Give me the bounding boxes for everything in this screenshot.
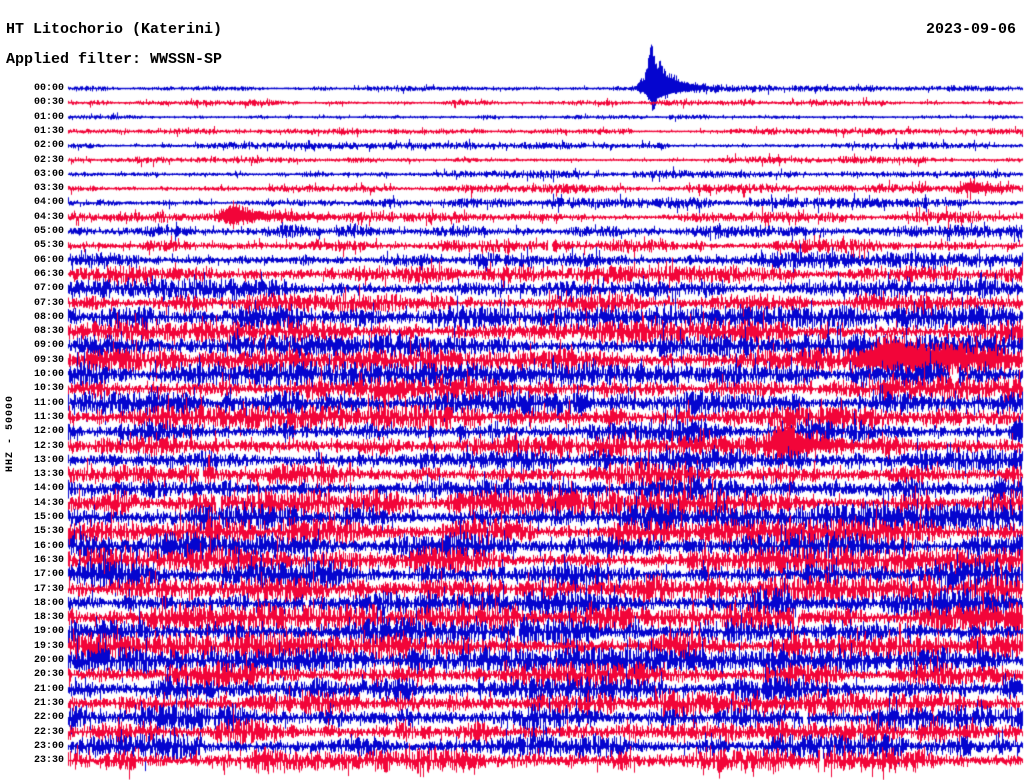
time-label: 15:00 — [33, 512, 64, 523]
time-label: 01:00 — [33, 111, 64, 123]
time-label: 10:00 — [33, 369, 64, 380]
time-label: 09:30 — [33, 354, 64, 366]
time-label: 12:00 — [33, 426, 64, 438]
time-label: 23:00 — [33, 740, 64, 752]
time-label: 13:30 — [33, 469, 64, 481]
time-label: 05:30 — [33, 240, 64, 252]
time-label: 22:00 — [33, 712, 64, 724]
time-label: 09:00 — [33, 340, 64, 352]
time-label: 16:00 — [33, 540, 64, 552]
time-label: 20:30 — [33, 669, 64, 681]
station-title: HT Litochorio (Katerini) — [6, 21, 223, 38]
time-label: 17:00 — [33, 569, 64, 581]
time-label: 03:30 — [33, 183, 64, 195]
time-label: 07:30 — [33, 297, 64, 309]
time-label: 10:30 — [33, 383, 64, 395]
time-label: 06:30 — [33, 268, 64, 280]
time-label: 17:30 — [33, 583, 64, 595]
time-label: 19:30 — [33, 640, 64, 652]
time-label: 08:00 — [33, 311, 64, 323]
time-label: 08:30 — [33, 326, 64, 338]
time-label: 16:30 — [33, 554, 64, 566]
time-label: 11:30 — [33, 411, 64, 423]
time-label: 13:00 — [33, 454, 64, 466]
filter-label: Applied filter: WWSSN-SP — [6, 51, 223, 68]
time-label: 07:00 — [33, 283, 64, 295]
time-label: 12:30 — [33, 440, 64, 452]
time-label: 11:00 — [33, 397, 64, 409]
time-label: 04:30 — [33, 211, 64, 223]
time-label: 14:00 — [33, 483, 64, 495]
time-label: 15:30 — [33, 526, 64, 538]
time-label: 18:30 — [33, 612, 64, 624]
time-label: 06:00 — [33, 254, 64, 266]
time-label: 20:00 — [33, 655, 64, 666]
time-label: 22:30 — [33, 726, 64, 738]
time-label: 23:30 — [33, 755, 64, 767]
time-label: 00:30 — [33, 97, 64, 109]
time-label: 19:00 — [33, 626, 64, 638]
time-label: 02:30 — [33, 154, 64, 166]
time-label: 21:30 — [33, 697, 64, 709]
date-label: 2023-09-06 — [925, 21, 1016, 38]
time-label: 03:00 — [33, 168, 64, 180]
time-label: 02:00 — [33, 140, 64, 152]
time-label: 14:30 — [33, 497, 64, 509]
time-label: 05:00 — [33, 226, 64, 237]
time-label: 04:00 — [33, 197, 64, 209]
time-label: 01:30 — [33, 125, 64, 137]
time-label: 18:00 — [33, 597, 64, 609]
time-label: 00:00 — [33, 83, 64, 94]
time-label: 21:00 — [33, 683, 64, 695]
